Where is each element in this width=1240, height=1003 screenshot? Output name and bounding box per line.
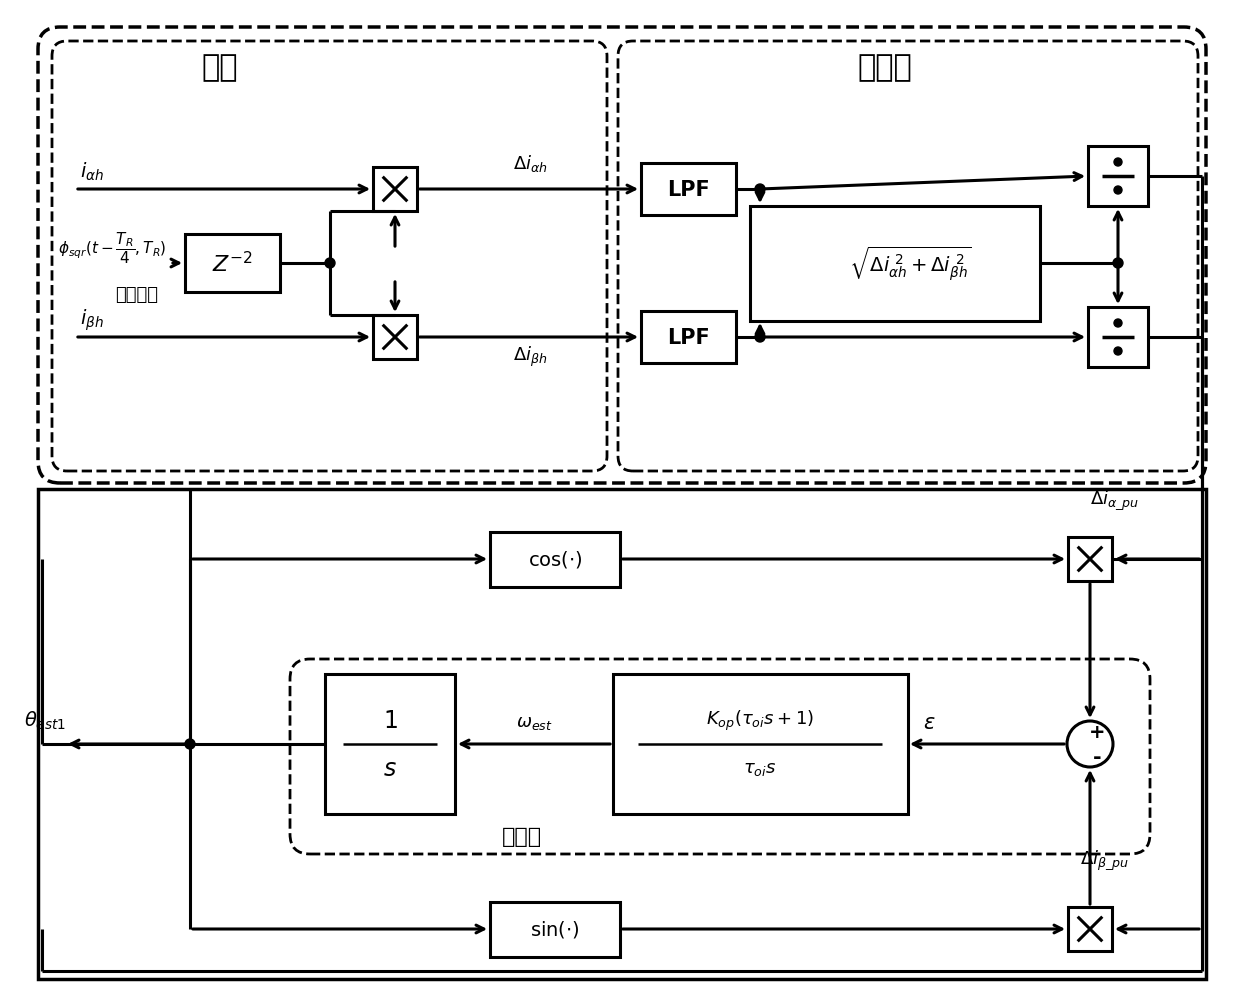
Circle shape <box>185 739 195 749</box>
Text: $s$: $s$ <box>383 756 397 780</box>
Text: $\theta_{est1}$: $\theta_{est1}$ <box>24 709 66 731</box>
Text: 观测器: 观测器 <box>502 826 542 847</box>
Text: $\varepsilon$: $\varepsilon$ <box>923 712 935 732</box>
Bar <box>641 312 735 364</box>
Circle shape <box>1114 187 1122 195</box>
Bar <box>490 902 620 957</box>
Text: $i_{\alpha h}$: $i_{\alpha h}$ <box>81 160 104 183</box>
Text: $\tau_{oi}s$: $\tau_{oi}s$ <box>743 759 776 777</box>
Circle shape <box>1066 721 1114 767</box>
Text: 归一化: 归一化 <box>858 53 913 82</box>
Text: $\omega_{est}$: $\omega_{est}$ <box>516 713 552 731</box>
Circle shape <box>1114 259 1123 269</box>
Text: $\Delta i_{\alpha h}$: $\Delta i_{\alpha h}$ <box>512 152 547 174</box>
Bar <box>641 163 735 216</box>
Circle shape <box>755 333 765 343</box>
Text: $\sqrt{\Delta i_{\alpha h}^{\ 2}+\Delta i_{\beta h}^{\ 2}}$: $\sqrt{\Delta i_{\alpha h}^{\ 2}+\Delta … <box>848 245 971 283</box>
Bar <box>325 674 455 814</box>
Bar <box>185 235 279 293</box>
Bar <box>1068 907 1112 951</box>
Circle shape <box>1114 158 1122 166</box>
Text: LPF: LPF <box>667 180 709 200</box>
Circle shape <box>1114 348 1122 356</box>
Text: +: + <box>1089 723 1105 742</box>
Text: $\sin(\cdot)$: $\sin(\cdot)$ <box>531 919 580 940</box>
Bar <box>490 532 620 587</box>
Bar <box>613 674 908 814</box>
Text: $\Delta i_{\beta\_pu}$: $\Delta i_{\beta\_pu}$ <box>1080 848 1130 871</box>
Text: $1$: $1$ <box>383 708 397 732</box>
Circle shape <box>755 185 765 195</box>
Text: $\Delta i_{\alpha\_pu}$: $\Delta i_{\alpha\_pu}$ <box>1090 487 1140 512</box>
Text: $i_{\beta h}$: $i_{\beta h}$ <box>81 307 104 332</box>
Bar <box>750 207 1040 321</box>
Text: $Z^{-2}$: $Z^{-2}$ <box>212 251 252 276</box>
Text: $\phi_{sqr}(t-\dfrac{T_R}{4},T_R)$: $\phi_{sqr}(t-\dfrac{T_R}{4},T_R)$ <box>58 230 166 266</box>
Text: -: - <box>1092 747 1101 767</box>
Bar <box>1068 538 1112 582</box>
Bar <box>1087 308 1148 368</box>
Bar <box>38 489 1207 979</box>
Text: 解调: 解调 <box>202 53 238 82</box>
Text: $\cos(\cdot)$: $\cos(\cdot)$ <box>528 549 583 570</box>
Text: LPF: LPF <box>667 328 709 348</box>
Text: 延时补偿: 延时补偿 <box>115 286 157 304</box>
Circle shape <box>1114 320 1122 328</box>
Text: $\Delta i_{\beta h}$: $\Delta i_{\beta h}$ <box>513 345 547 369</box>
Text: $K_{op}(\tau_{oi}s+1)$: $K_{op}(\tau_{oi}s+1)$ <box>706 708 813 732</box>
Circle shape <box>325 259 335 269</box>
Bar <box>373 168 417 212</box>
Bar <box>1087 146 1148 207</box>
Bar <box>373 316 417 360</box>
